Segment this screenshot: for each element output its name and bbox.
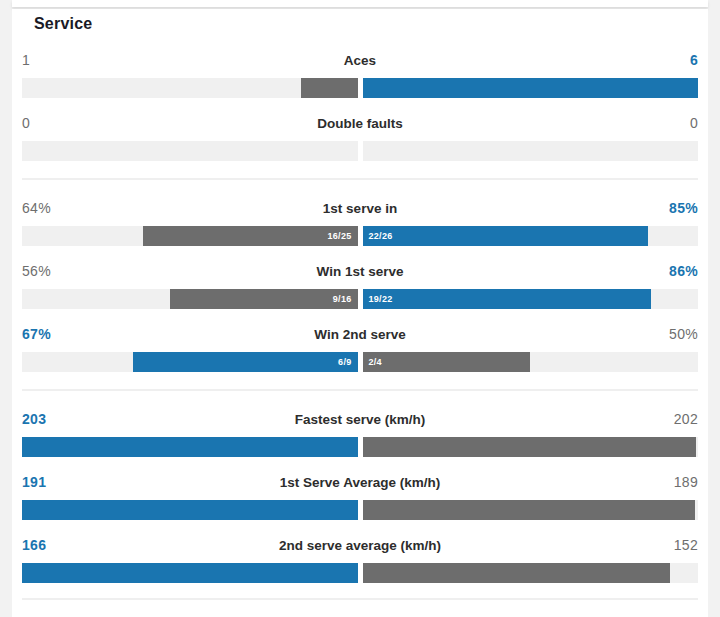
left-bar: 16/25 <box>143 226 358 246</box>
left-bar-track: 9/16 <box>22 289 358 309</box>
stat-groups: 1 Aces 6 0 Double faults 0 <box>22 52 698 600</box>
left-player-value: 203 <box>22 411 46 427</box>
stat-head: 67% Win 2nd serve 50% <box>22 326 698 344</box>
stat-row: 1 Aces 6 <box>22 52 698 98</box>
left-bar-label: 6/9 <box>332 357 357 367</box>
stat-bars <box>22 141 698 161</box>
left-player-value: 191 <box>22 474 46 490</box>
left-player-value: 64% <box>22 200 51 216</box>
left-bar: 6/9 <box>133 352 358 372</box>
right-bar-track <box>363 141 699 161</box>
right-bar-track: 19/22 <box>363 289 699 309</box>
stat-group: 1 Aces 6 0 Double faults 0 <box>22 52 698 178</box>
right-bar-track <box>363 563 699 583</box>
stat-label: Win 1st serve <box>317 264 404 279</box>
left-player-value: 1 <box>22 52 30 68</box>
stat-head: 56% Win 1st serve 86% <box>22 263 698 281</box>
stat-row: 64% 1st serve in 85% 16/25 22/26 <box>22 200 698 246</box>
stat-bars <box>22 78 698 98</box>
stat-row: 203 Fastest serve (km/h) 202 <box>22 411 698 457</box>
stat-bars <box>22 500 698 520</box>
stat-group: 64% 1st serve in 85% 16/25 22/26 56% Win… <box>22 178 698 389</box>
right-bar: 2/4 <box>363 352 531 372</box>
right-player-value: 202 <box>674 411 698 427</box>
service-stats-card: Service 1 Aces 6 0 Double faults 0 <box>12 9 708 617</box>
left-player-value: 166 <box>22 537 46 553</box>
stat-label: Win 2nd serve <box>314 327 405 342</box>
stat-label: 1st Serve Average (km/h) <box>280 475 440 490</box>
left-bar <box>301 78 357 98</box>
right-bar-track <box>363 500 699 520</box>
left-bar-label: 9/16 <box>327 294 358 304</box>
left-bar <box>22 437 358 457</box>
right-bar-label: 19/22 <box>363 294 399 304</box>
stat-bars <box>22 437 698 457</box>
stat-label: Double faults <box>317 116 403 131</box>
left-player-value: 56% <box>22 263 51 279</box>
right-bar: 22/26 <box>363 226 648 246</box>
stat-row: 56% Win 1st serve 86% 9/16 19/22 <box>22 263 698 309</box>
right-bar <box>363 78 699 98</box>
stat-head: 166 2nd serve average (km/h) 152 <box>22 537 698 555</box>
left-bar-track <box>22 141 358 161</box>
right-bar-label: 2/4 <box>363 357 388 367</box>
right-player-value: 152 <box>674 537 698 553</box>
right-bar: 19/22 <box>363 289 652 309</box>
right-bar <box>363 563 670 583</box>
previous-card-edge <box>12 0 708 7</box>
left-player-value: 0 <box>22 115 30 131</box>
right-player-value: 0 <box>690 115 698 131</box>
left-bar-track <box>22 500 358 520</box>
stat-head: 1 Aces 6 <box>22 52 698 70</box>
left-bar-track <box>22 563 358 583</box>
stat-head: 191 1st Serve Average (km/h) 189 <box>22 474 698 492</box>
left-player-value: 67% <box>22 326 51 342</box>
left-bar-track: 16/25 <box>22 226 358 246</box>
right-bar-track <box>363 437 699 457</box>
stat-group: 203 Fastest serve (km/h) 202 191 1st Ser… <box>22 389 698 600</box>
stat-row: 191 1st Serve Average (km/h) 189 <box>22 474 698 520</box>
stat-bars: 6/9 2/4 <box>22 352 698 372</box>
stat-head: 203 Fastest serve (km/h) 202 <box>22 411 698 429</box>
stat-bars: 16/25 22/26 <box>22 226 698 246</box>
left-bar-track <box>22 437 358 457</box>
stat-label: Aces <box>344 53 376 68</box>
right-bar-track <box>363 78 699 98</box>
stat-label: Fastest serve (km/h) <box>295 412 426 427</box>
stat-bars <box>22 563 698 583</box>
right-player-value: 85% <box>669 200 698 216</box>
stat-head: 64% 1st serve in 85% <box>22 200 698 218</box>
stat-head: 0 Double faults 0 <box>22 115 698 133</box>
right-bar-track: 2/4 <box>363 352 699 372</box>
left-bar-label: 16/25 <box>321 231 357 241</box>
right-player-value: 189 <box>674 474 698 490</box>
left-bar-track: 6/9 <box>22 352 358 372</box>
left-bar-track <box>22 78 358 98</box>
right-bar <box>363 437 697 457</box>
stat-label: 2nd serve average (km/h) <box>279 538 441 553</box>
stat-row: 166 2nd serve average (km/h) 152 <box>22 537 698 583</box>
right-player-value: 86% <box>669 263 698 279</box>
right-player-value: 6 <box>690 52 698 68</box>
right-bar <box>363 500 695 520</box>
left-bar: 9/16 <box>170 289 358 309</box>
section-title: Service <box>34 14 698 34</box>
stat-bars: 9/16 19/22 <box>22 289 698 309</box>
left-bar <box>22 500 358 520</box>
right-bar-track: 22/26 <box>363 226 699 246</box>
right-player-value: 50% <box>669 326 698 342</box>
left-bar <box>22 563 358 583</box>
stat-row: 67% Win 2nd serve 50% 6/9 2/4 <box>22 326 698 372</box>
right-bar-label: 22/26 <box>363 231 399 241</box>
stat-row: 0 Double faults 0 <box>22 115 698 161</box>
stat-label: 1st serve in <box>323 201 397 216</box>
